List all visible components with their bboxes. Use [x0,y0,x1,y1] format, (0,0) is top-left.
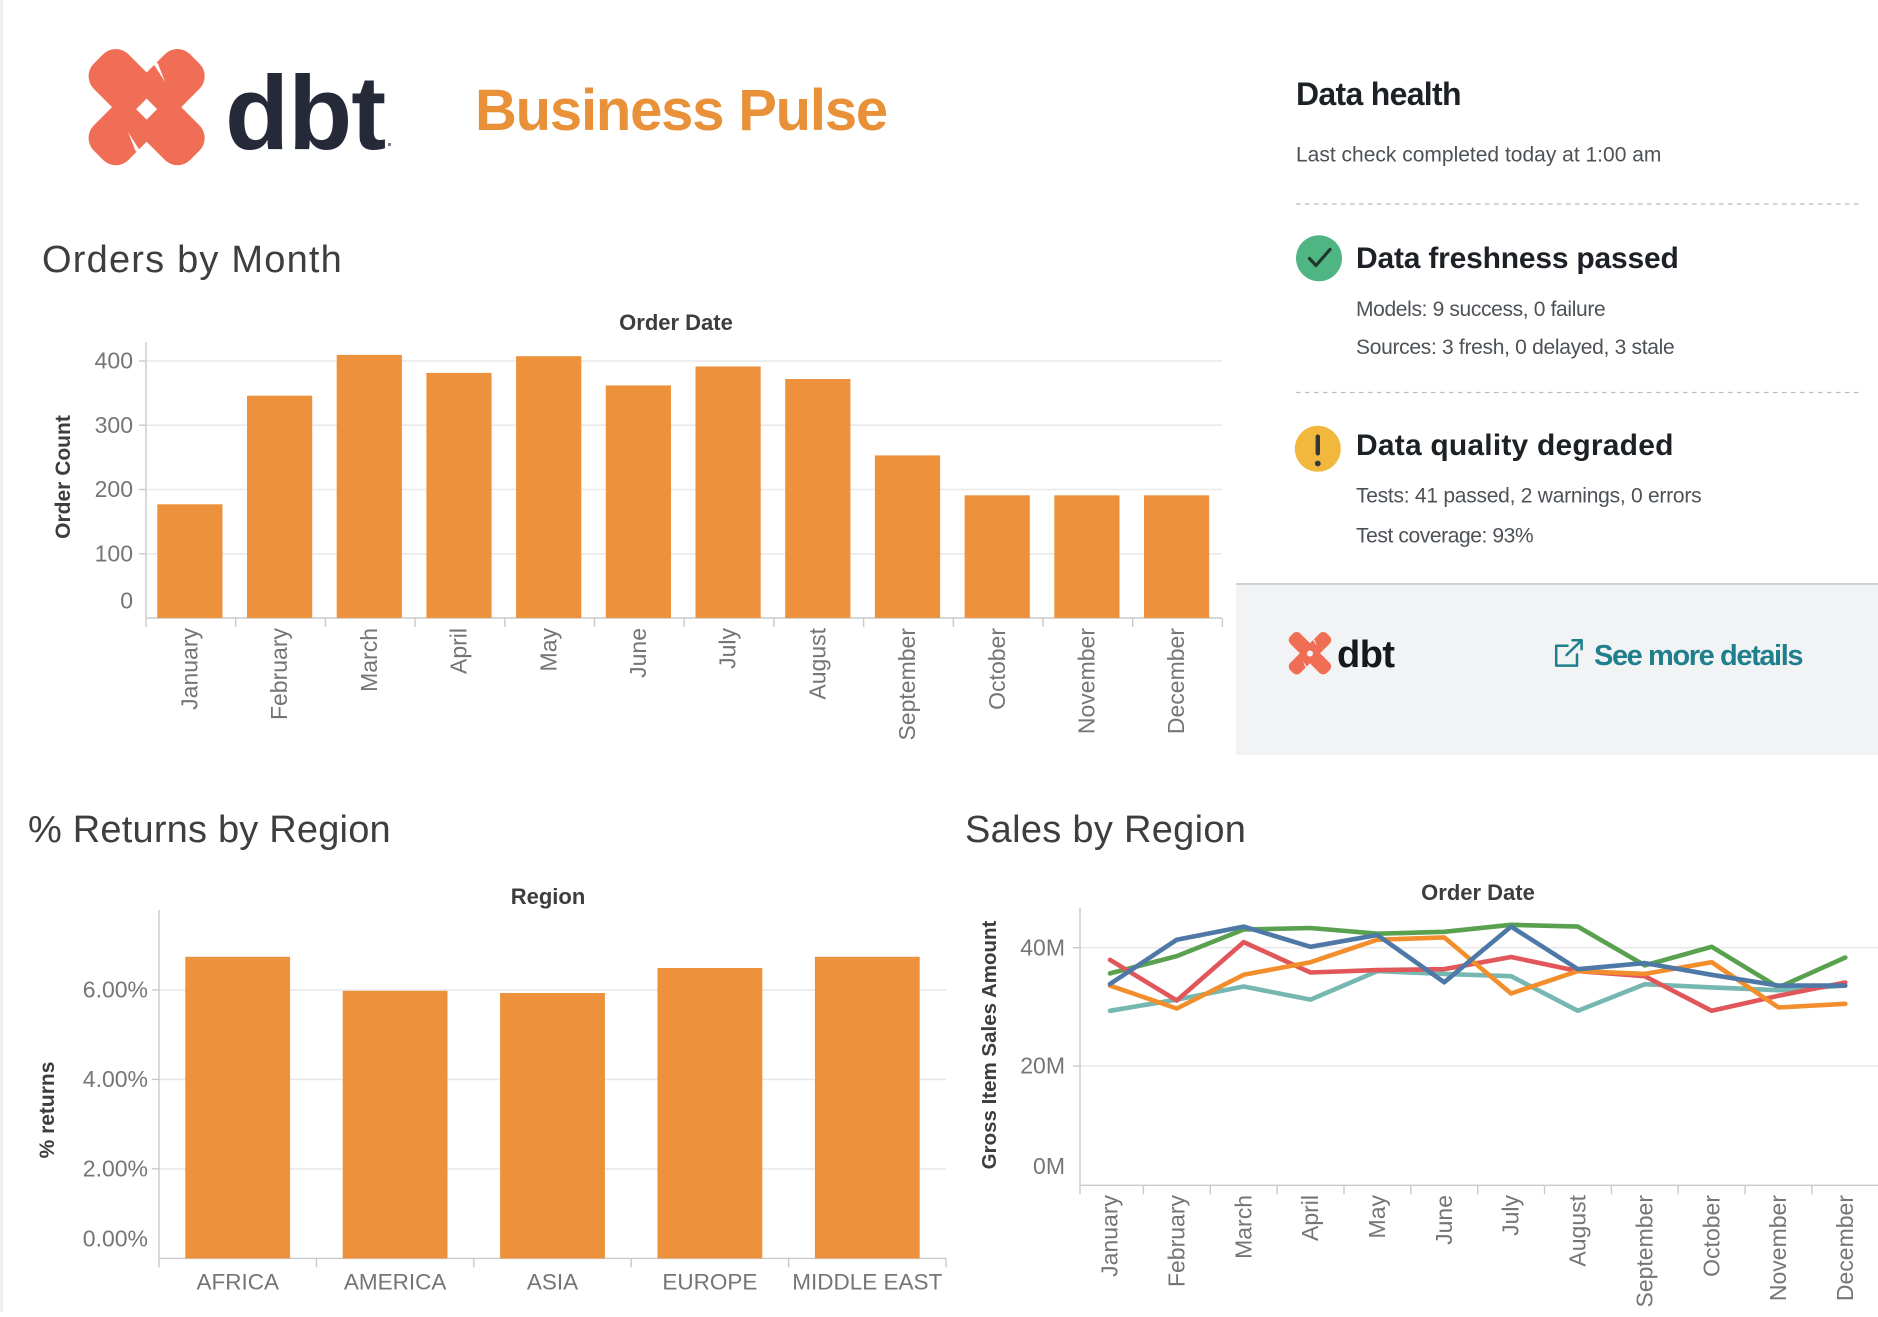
svg-text:June: June [625,628,651,678]
svg-text:4.00%: 4.00% [83,1066,148,1092]
svg-text:100: 100 [95,540,133,566]
svg-text:Business Pulse: Business Pulse [475,78,887,143]
svg-text:September: September [1631,1195,1657,1308]
svg-text:% returns: % returns [36,1062,59,1159]
svg-text:MIDDLE EAST: MIDDLE EAST [792,1270,942,1295]
svg-text:January: January [176,628,202,710]
svg-text:December: December [1163,628,1189,734]
svg-text:June: June [1431,1195,1457,1245]
svg-text:April: April [446,628,472,674]
svg-text:400: 400 [95,348,133,374]
svg-text:August: August [804,627,830,699]
svg-text:Order Date: Order Date [1421,880,1535,905]
svg-text:Region: Region [511,884,586,909]
svg-text:Last check completed today at: Last check completed today at 1:00 am [1296,144,1661,167]
svg-text:dbt: dbt [225,55,385,172]
svg-text:dbt: dbt [1337,634,1395,676]
svg-text:AFRICA: AFRICA [196,1270,279,1295]
svg-text:September: September [894,628,920,741]
svg-text:See more details: See more details [1594,640,1802,672]
svg-text:% Returns by Region: % Returns by Region [28,809,391,851]
svg-text:0M: 0M [1033,1153,1065,1179]
svg-text:October: October [984,628,1010,710]
svg-text:ASIA: ASIA [527,1270,578,1295]
svg-text:May: May [1364,1195,1390,1239]
svg-text:Gross Item Sales Amount: Gross Item Sales Amount [978,920,1001,1169]
svg-text:2.00%: 2.00% [83,1155,148,1181]
svg-text:Order Date: Order Date [619,310,733,335]
svg-text:Data quality degraded: Data quality degraded [1356,429,1674,462]
svg-text:February: February [266,628,292,721]
svg-text:February: February [1163,1195,1189,1288]
svg-text:March: March [1230,1195,1256,1259]
svg-text:EUROPE: EUROPE [662,1270,757,1295]
svg-text:200: 200 [95,476,133,502]
svg-text:40M: 40M [1020,934,1065,960]
svg-text:20M: 20M [1020,1053,1065,1079]
svg-text:November: November [1073,628,1099,734]
svg-text:AMERICA: AMERICA [344,1270,447,1295]
svg-text:July: July [1498,1195,1524,1236]
svg-text:Tests: 41 passed, 2 warnings,: Tests: 41 passed, 2 warnings, 0 errors [1356,485,1701,508]
svg-text:January: January [1097,1195,1123,1277]
svg-text:300: 300 [95,412,133,438]
svg-text:Order Count: Order Count [52,415,75,539]
svg-text:Sales by Region: Sales by Region [965,809,1246,851]
svg-text:October: October [1698,1195,1724,1277]
svg-text:March: March [356,628,382,692]
svg-text:April: April [1297,1195,1323,1241]
svg-text:Data health: Data health [1296,76,1461,112]
svg-text:0: 0 [120,588,133,614]
svg-text:Models: 9 success, 0 failure: Models: 9 success, 0 failure [1356,298,1605,321]
svg-text:July: July [715,628,741,669]
svg-text:Data freshness passed: Data freshness passed [1356,242,1679,275]
svg-text:November: November [1765,1195,1791,1301]
svg-text:May: May [535,628,561,672]
svg-text:Sources: 3 fresh, 0 delayed, 3: Sources: 3 fresh, 0 delayed, 3 stale [1356,336,1674,359]
svg-text:6.00%: 6.00% [83,976,148,1002]
svg-text:0.00%: 0.00% [83,1226,148,1252]
svg-text:December: December [1832,1195,1858,1301]
svg-text:Test coverage: 93%: Test coverage: 93% [1356,525,1533,548]
svg-text:Orders by Month: Orders by Month [42,239,343,281]
svg-text:August: August [1564,1194,1590,1266]
